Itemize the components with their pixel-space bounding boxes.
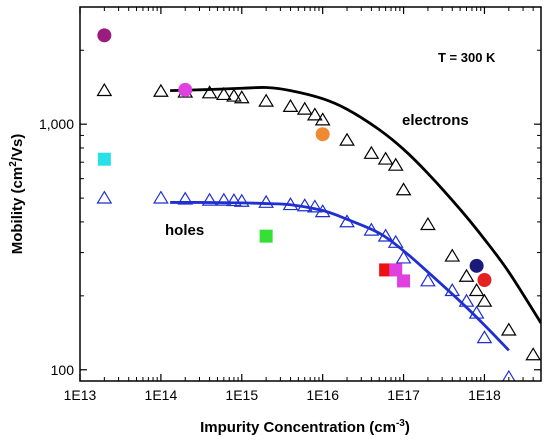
square-point	[389, 263, 403, 277]
x-tick-label: 1E13	[64, 387, 97, 403]
y-axis-title-main: Mobility (cm	[9, 167, 26, 255]
triangle-point	[395, 182, 412, 196]
triangle-point	[258, 93, 275, 107]
temperature-annotation: T = 300 K	[438, 50, 496, 65]
fit-curve-0	[170, 86, 541, 324]
square-point	[259, 229, 273, 243]
triangle-point	[420, 273, 436, 287]
y-tick-label: 100	[51, 362, 75, 378]
triangle-point	[377, 151, 394, 165]
triangle-point	[96, 82, 113, 97]
triangle-point	[201, 192, 218, 206]
circle-point	[477, 273, 492, 288]
circle-point	[178, 82, 193, 97]
triangle-point	[339, 214, 355, 228]
plot-content	[96, 28, 541, 381]
triangle-point	[282, 197, 299, 211]
x-tick-label: 1E14	[145, 387, 178, 403]
square-point	[397, 274, 411, 288]
fit-curve-1	[170, 201, 510, 352]
triangle-point	[233, 90, 250, 104]
triangle-point	[226, 88, 242, 102]
triangle-point	[458, 268, 475, 282]
triangle-point	[525, 347, 541, 361]
x-axis-title: Impurity Concentration (cm-3)	[200, 418, 410, 436]
triangle-point	[476, 293, 493, 307]
axis-ticks: 1E13 1E14 1E15 1E16 1E17 1E18 100 1,000	[39, 6, 542, 403]
triangle-point	[233, 193, 250, 207]
triangle-point	[96, 190, 113, 204]
triangle-point	[215, 192, 232, 206]
circle-point	[97, 28, 112, 43]
triangle-point	[468, 305, 485, 319]
triangle-point	[363, 222, 380, 236]
square-point	[379, 263, 393, 277]
x-tick-label: 1E18	[468, 387, 501, 403]
triangle-point	[314, 204, 331, 218]
x-tick-label: 1E15	[225, 387, 258, 403]
triangle-point	[215, 86, 232, 101]
x-tick-label: 1E16	[306, 387, 339, 403]
triangle-point	[296, 101, 313, 115]
triangle-point	[476, 330, 493, 344]
y-axis-title-exponent: 2	[8, 161, 19, 167]
triangle-point	[377, 228, 394, 242]
triangle-point	[153, 190, 169, 204]
triangle-point	[420, 216, 436, 231]
triangle-point	[306, 199, 323, 213]
triangle-point	[444, 248, 461, 262]
triangle-point	[458, 293, 475, 307]
circle-point	[469, 258, 484, 273]
triangle-point	[153, 83, 169, 97]
triangle-point	[296, 198, 313, 212]
y-axis-title-end: /Vs)	[9, 134, 26, 162]
triangle-point	[387, 157, 404, 171]
triangle-point	[258, 194, 275, 208]
triangle-point	[306, 107, 323, 121]
triangle-point	[500, 322, 517, 336]
circle-point	[315, 127, 330, 142]
square-point	[97, 152, 111, 166]
y-tick-label: 1,000	[39, 116, 74, 132]
y-axis-title: Mobility (cm2/Vs)	[8, 134, 26, 255]
triangle-point	[201, 85, 218, 99]
x-axis-title-exponent: -3	[396, 418, 405, 429]
triangle-point	[314, 112, 331, 126]
triangle-point	[387, 234, 404, 248]
triangle-point	[395, 250, 412, 264]
x-axis-title-main: Impurity Concentration (cm	[200, 419, 396, 436]
triangle-point	[502, 369, 516, 381]
x-axis-title-end: )	[405, 419, 410, 436]
triangle-point	[444, 282, 461, 297]
triangle-point	[468, 282, 485, 297]
triangle-point	[282, 98, 299, 112]
electrons-label: electrons	[402, 112, 469, 129]
x-tick-label: 1E17	[387, 387, 420, 403]
triangle-point	[339, 132, 355, 146]
triangle-point	[363, 145, 380, 159]
holes-label: holes	[165, 222, 204, 239]
triangle-point	[177, 191, 194, 205]
triangle-point	[226, 193, 242, 207]
